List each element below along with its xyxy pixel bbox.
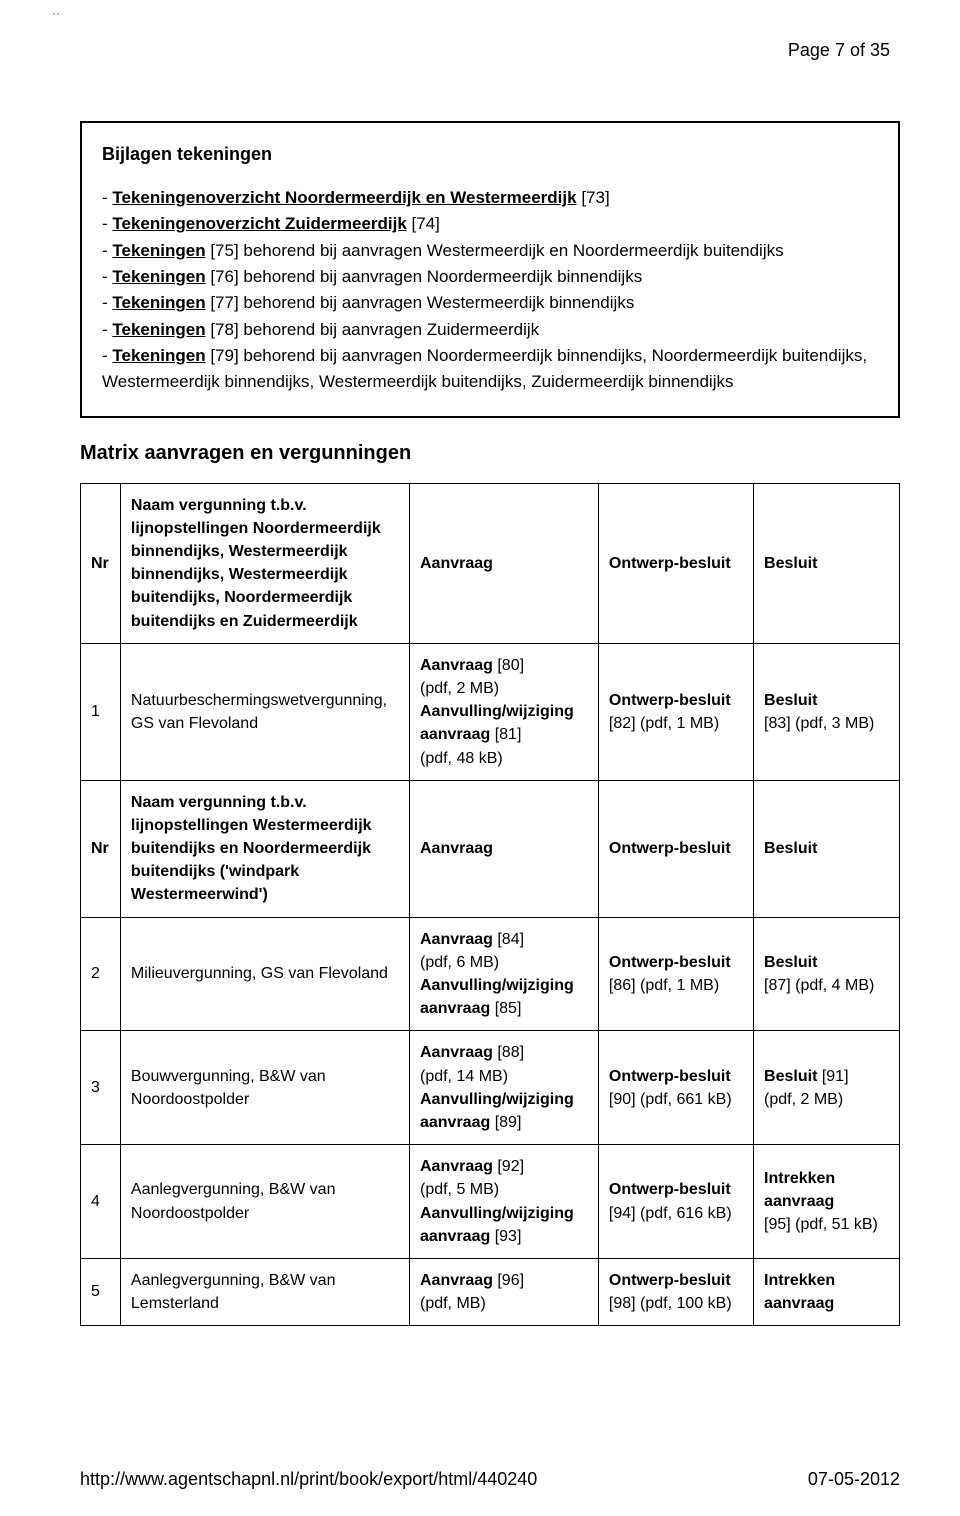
- bijlagen-item: - Tekeningen [76] behorend bij aanvragen…: [102, 264, 878, 290]
- ontwerp-link[interactable]: Ontwerp-besluit: [609, 954, 731, 971]
- footer-date: 07-05-2012: [808, 1469, 900, 1490]
- cell-ontwerp: Ontwerp-besluit [82] (pdf, 1 MB): [598, 643, 753, 780]
- table-row: 4 Aanlegvergunning, B&W van Noordoostpol…: [81, 1145, 900, 1259]
- cell-besluit: Besluit [83] (pdf, 3 MB): [754, 643, 900, 780]
- th-besluit: Besluit: [754, 483, 900, 643]
- bijlagen-title: Bijlagen tekeningen: [102, 141, 878, 169]
- cell-name: Milieuvergunning, GS van Flevoland: [120, 917, 409, 1031]
- cell-name: Bouwvergunning, B&W van Noordoostpolder: [120, 1031, 409, 1145]
- bijlagen-link[interactable]: Tekeningenoverzicht Zuidermeerdijk: [112, 214, 406, 233]
- bijlagen-item: - Tekeningenoverzicht Noordermeerdijk en…: [102, 185, 878, 211]
- besluit-link[interactable]: Besluit: [764, 954, 817, 971]
- bijlagen-link[interactable]: Tekeningen: [112, 241, 205, 260]
- bijlagen-box: Bijlagen tekeningen - Tekeningenoverzich…: [80, 121, 900, 418]
- page-number: Page 7 of 35: [80, 40, 890, 61]
- cell-nr: 3: [81, 1031, 121, 1145]
- cell-aanvraag: Aanvraag [88] (pdf, 14 MB) Aanvulling/wi…: [409, 1031, 598, 1145]
- th-name: Naam vergunning t.b.v. lijnopstellingen …: [120, 483, 409, 643]
- matrix-table: Nr Naam vergunning t.b.v. lijnopstelling…: [80, 483, 900, 1327]
- cell-name: Aanlegvergunning, B&W van Noordoostpolde…: [120, 1145, 409, 1259]
- table-row: 2 Milieuvergunning, GS van Flevoland Aan…: [81, 917, 900, 1031]
- th-aanvraag: Aanvraag: [409, 780, 598, 917]
- table-row: 3 Bouwvergunning, B&W van Noordoostpolde…: [81, 1031, 900, 1145]
- th-ontwerp: Ontwerp-besluit: [598, 780, 753, 917]
- bijlagen-link[interactable]: Tekeningen: [112, 293, 205, 312]
- cell-name: Natuurbeschermingswetvergunning, GS van …: [120, 643, 409, 780]
- cell-nr: 2: [81, 917, 121, 1031]
- cell-aanvraag: Aanvraag [96] (pdf, MB): [409, 1258, 598, 1325]
- bijlagen-link[interactable]: Tekeningen: [112, 320, 205, 339]
- cell-ontwerp: Ontwerp-besluit [94] (pdf, 616 kB): [598, 1145, 753, 1259]
- ontwerp-link[interactable]: Ontwerp-besluit: [609, 1068, 731, 1085]
- th-aanvraag: Aanvraag: [409, 483, 598, 643]
- aanvraag-link[interactable]: Aanvraag: [420, 657, 493, 674]
- table-row: 5 Aanlegvergunning, B&W van Lemsterland …: [81, 1258, 900, 1325]
- cell-ontwerp: Ontwerp-besluit [86] (pdf, 1 MB): [598, 917, 753, 1031]
- cell-besluit: Besluit [91] (pdf, 2 MB): [754, 1031, 900, 1145]
- bijlagen-item: - Tekeningen [75] behorend bij aanvragen…: [102, 238, 878, 264]
- cell-ontwerp: Ontwerp-besluit [90] (pdf, 661 kB): [598, 1031, 753, 1145]
- th-nr: Nr: [81, 483, 121, 643]
- th-nr: Nr: [81, 780, 121, 917]
- footer-url: http://www.agentschapnl.nl/print/book/ex…: [80, 1469, 537, 1490]
- aanvraag-link[interactable]: Aanvraag: [420, 931, 493, 948]
- bijlagen-item: - Tekeningen [79] behorend bij aanvragen…: [102, 343, 878, 396]
- bijlagen-item: - Tekeningen [78] behorend bij aanvragen…: [102, 317, 878, 343]
- th-name: Naam vergunning t.b.v. lijnopstellingen …: [120, 780, 409, 917]
- besluit-link[interactable]: Besluit: [764, 1068, 817, 1085]
- cell-ontwerp: Ontwerp-besluit [98] (pdf, 100 kB): [598, 1258, 753, 1325]
- th-besluit: Besluit: [754, 780, 900, 917]
- th-ontwerp: Ontwerp-besluit: [598, 483, 753, 643]
- cell-besluit: Intrekken aanvraag [95] (pdf, 51 kB): [754, 1145, 900, 1259]
- cell-besluit: Intrekken aanvraag: [754, 1258, 900, 1325]
- bijlagen-item: - Tekeningen [77] behorend bij aanvragen…: [102, 290, 878, 316]
- bijlagen-list: - Tekeningenoverzicht Noordermeerdijk en…: [102, 185, 878, 396]
- aanvraag-link[interactable]: Aanvraag: [420, 1158, 493, 1175]
- cell-nr: 1: [81, 643, 121, 780]
- page-footer: http://www.agentschapnl.nl/print/book/ex…: [80, 1469, 900, 1490]
- cell-nr: 4: [81, 1145, 121, 1259]
- bijlagen-item: - Tekeningenoverzicht Zuidermeerdijk [74…: [102, 211, 878, 237]
- besluit-link[interactable]: Besluit: [764, 692, 817, 709]
- scan-mark: ··: [52, 6, 60, 20]
- ontwerp-link[interactable]: Ontwerp-besluit: [609, 692, 731, 709]
- bijlagen-link[interactable]: Tekeningen: [112, 267, 205, 286]
- cell-aanvraag: Aanvraag [84] (pdf, 6 MB) Aanvulling/wij…: [409, 917, 598, 1031]
- aanvraag-link[interactable]: Aanvraag: [420, 1272, 493, 1289]
- ontwerp-link[interactable]: Ontwerp-besluit: [609, 1272, 731, 1289]
- cell-besluit: Besluit [87] (pdf, 4 MB): [754, 917, 900, 1031]
- table-header-row: Nr Naam vergunning t.b.v. lijnopstelling…: [81, 780, 900, 917]
- table-header-row: Nr Naam vergunning t.b.v. lijnopstelling…: [81, 483, 900, 643]
- ontwerp-link[interactable]: Ontwerp-besluit: [609, 1181, 731, 1198]
- aanvraag-link[interactable]: Aanvraag: [420, 1044, 493, 1061]
- bijlagen-link[interactable]: Tekeningenoverzicht Noordermeerdijk en W…: [112, 188, 576, 207]
- table-row: 1 Natuurbeschermingswetvergunning, GS va…: [81, 643, 900, 780]
- cell-aanvraag: Aanvraag [92] (pdf, 5 MB) Aanvulling/wij…: [409, 1145, 598, 1259]
- cell-aanvraag: Aanvraag [80] (pdf, 2 MB) Aanvulling/wij…: [409, 643, 598, 780]
- matrix-title: Matrix aanvragen en vergunningen: [80, 442, 900, 465]
- cell-nr: 5: [81, 1258, 121, 1325]
- cell-name: Aanlegvergunning, B&W van Lemsterland: [120, 1258, 409, 1325]
- besluit-link[interactable]: Intrekken aanvraag: [764, 1170, 835, 1210]
- besluit-link[interactable]: Intrekken aanvraag: [764, 1272, 835, 1312]
- bijlagen-link[interactable]: Tekeningen: [112, 346, 205, 365]
